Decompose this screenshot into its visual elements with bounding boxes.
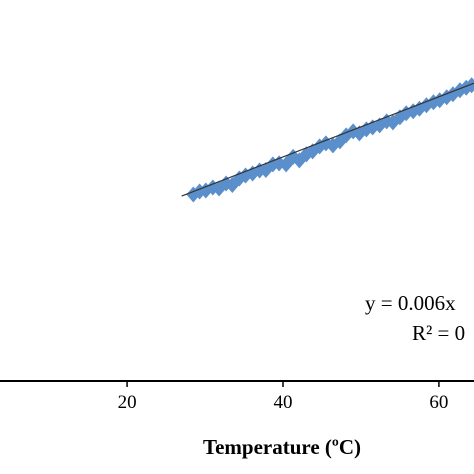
equation: y = 0.006x — [365, 291, 456, 315]
trendline — [181, 82, 474, 197]
r-squared: R² = 0 — [412, 321, 465, 345]
x-tick-label: 20 — [118, 392, 137, 413]
x-axis-label: Temperature (ºC) — [203, 435, 361, 459]
x-tick-label: 60 — [429, 392, 448, 413]
x-tick-label: 40 — [273, 392, 292, 413]
